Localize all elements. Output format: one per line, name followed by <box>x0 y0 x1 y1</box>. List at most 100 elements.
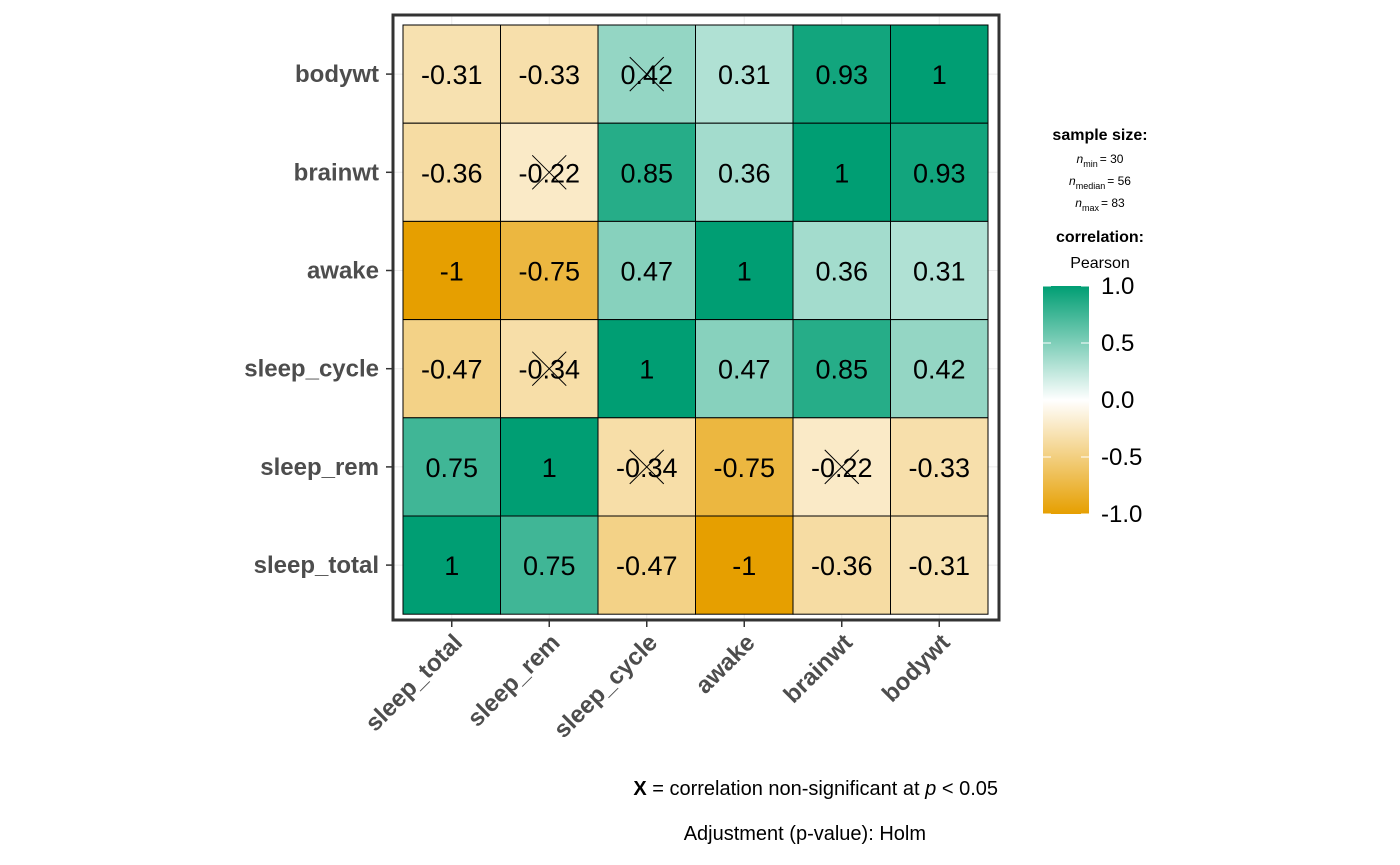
legend: sample size: nmin = 30 nmedian = 56 nmax = … <box>1043 127 1148 528</box>
heatmap-cells <box>402 24 989 615</box>
cell-sleep_total-sleep_rem <box>500 515 599 615</box>
nonsig-mark-sleep_rem-brainwt <box>824 449 860 485</box>
legend-tick-labels: 1.0 0.5 0.0 -0.5 -1.0 <box>1101 273 1142 528</box>
cell-label-bodywt-sleep_cycle: 0.42 <box>620 60 673 90</box>
cell-label-sleep_cycle-awake: 0.47 <box>718 355 771 385</box>
y-label-bodywt: bodywt <box>295 61 379 88</box>
cell-label-awake-brainwt: 0.36 <box>815 257 868 287</box>
legend-tick-label-4: -1.0 <box>1101 501 1142 528</box>
cell-label-sleep_cycle-sleep_total: -0.47 <box>421 355 483 385</box>
nonsignificant-marks <box>531 56 860 485</box>
legend-tick-label-0: 1.0 <box>1101 273 1134 300</box>
nonsig-mark-sleep_cycle-sleep_rem <box>531 351 567 387</box>
cell-label-sleep_cycle-sleep_rem: -0.34 <box>518 355 580 385</box>
cell-awake-brainwt <box>792 220 891 321</box>
x-label-sleep_cycle: sleep_cycle <box>549 629 663 743</box>
x-label-bodywt: bodywt <box>877 629 955 707</box>
cell-label-sleep_total-sleep_rem: 0.75 <box>523 551 576 581</box>
cell-bodywt-sleep_total <box>402 24 501 124</box>
cell-sleep_total-bodywt <box>890 515 989 615</box>
nonsig-mark-brainwt-sleep_rem <box>531 154 567 190</box>
legend-tick-label-2: 0.0 <box>1101 387 1134 414</box>
cell-brainwt-sleep_total <box>402 122 501 222</box>
cell-label-brainwt-awake: 0.36 <box>718 158 771 188</box>
x-label-brainwt: brainwt <box>779 629 858 708</box>
y-label-awake: awake <box>307 258 379 285</box>
cell-brainwt-awake <box>695 122 794 222</box>
cell-label-sleep_cycle-brainwt: 0.85 <box>815 355 868 385</box>
nonsig-mark-sleep_rem-sleep_cycle <box>629 449 665 485</box>
cell-label-sleep_total-sleep_cycle: -0.47 <box>616 551 678 581</box>
cell-sleep_total-brainwt <box>792 515 891 615</box>
cell-label-awake-sleep_rem: -0.75 <box>518 257 580 287</box>
cell-label-bodywt-bodywt: 1 <box>932 60 947 90</box>
cell-label-brainwt-bodywt: 0.93 <box>913 158 966 188</box>
y-label-sleep_total: sleep_total <box>254 552 379 579</box>
x-label-awake: awake <box>690 629 760 699</box>
cell-sleep_rem-awake <box>695 417 794 517</box>
cell-label-sleep_total-bodywt: -0.31 <box>908 551 970 581</box>
cell-label-sleep_rem-sleep_rem: 1 <box>542 453 557 483</box>
cell-brainwt-bodywt <box>890 122 989 222</box>
cell-label-sleep_rem-sleep_cycle: -0.34 <box>616 453 678 483</box>
cell-label-bodywt-sleep_rem: -0.33 <box>518 60 580 90</box>
cell-awake-sleep_rem <box>500 220 599 321</box>
cell-bodywt-awake <box>695 24 794 124</box>
cell-awake-sleep_cycle <box>597 220 696 321</box>
cell-label-brainwt-sleep_cycle: 0.85 <box>620 158 673 188</box>
cell-label-awake-sleep_cycle: 0.47 <box>620 257 673 287</box>
cell-label-bodywt-sleep_total: -0.31 <box>421 60 483 90</box>
caption-adjustment-note: Adjustment (p-value): Holm <box>684 823 926 845</box>
cell-label-awake-awake: 1 <box>737 257 752 287</box>
x-label-sleep_rem: sleep_rem <box>462 629 565 732</box>
cell-label-awake-bodywt: 0.31 <box>913 257 966 287</box>
y-label-brainwt: brainwt <box>294 159 379 186</box>
y-axis-labels: bodywt brainwt awake sleep_cycle sleep_remsl… <box>244 61 379 579</box>
y-label-sleep_cycle: sleep_cycle <box>244 356 379 383</box>
legend-tick-label-1: 0.5 <box>1101 330 1134 357</box>
cell-sleep_rem-bodywt <box>890 417 989 517</box>
x-axis-ticks <box>451 620 940 627</box>
cell-label-brainwt-sleep_rem: -0.22 <box>518 158 580 188</box>
cell-label-sleep_rem-sleep_total: 0.75 <box>425 453 478 483</box>
cell-label-brainwt-sleep_total: -0.36 <box>421 158 483 188</box>
cell-sleep_total-sleep_cycle <box>597 515 696 615</box>
cell-label-sleep_total-brainwt: -0.36 <box>811 551 873 581</box>
cell-value-labels: -0.31 -0.33 0.42 0.31 0.93 1 -0.36 -0.22 0.85 0.3… <box>421 60 970 581</box>
legend-correlation-title: correlation: <box>1056 229 1144 246</box>
cell-label-sleep_total-sleep_total: 1 <box>444 551 459 581</box>
legend-tick-label-3: -0.5 <box>1101 444 1142 471</box>
y-axis-ticks <box>386 73 393 566</box>
caption-significance-note: X = correlation non-significant at p < 0… <box>633 778 998 800</box>
cell-label-sleep_rem-awake: -0.75 <box>713 453 775 483</box>
cell-label-brainwt-brainwt: 1 <box>834 158 849 188</box>
cell-label-sleep_total-awake: -1 <box>732 551 756 581</box>
cell-label-sleep_cycle-bodywt: 0.42 <box>913 355 966 385</box>
cell-label-sleep_rem-bodywt: -0.33 <box>908 453 970 483</box>
cell-brainwt-brainwt <box>792 122 891 222</box>
cell-bodywt-bodywt <box>890 24 989 124</box>
cell-label-awake-sleep_total: -1 <box>440 257 464 287</box>
cell-sleep_rem-sleep_rem <box>500 417 599 517</box>
cell-label-bodywt-brainwt: 0.93 <box>815 60 868 90</box>
cell-awake-bodywt <box>890 220 989 321</box>
cell-brainwt-sleep_cycle <box>597 122 696 222</box>
cell-label-sleep_rem-brainwt: -0.22 <box>811 453 873 483</box>
legend-sample-size-title: sample size: <box>1052 127 1147 144</box>
y-label-sleep_rem: sleep_rem <box>260 454 379 481</box>
legend-method: Pearson <box>1070 255 1130 272</box>
legend-colorbar-ticks <box>1043 285 1089 515</box>
legend-n-min: nmin = 30 <box>1077 152 1124 169</box>
cell-sleep_cycle-bodywt <box>890 319 989 419</box>
x-label-sleep_total: sleep_total <box>360 629 468 737</box>
nonsig-mark-bodywt-sleep_cycle <box>629 56 665 92</box>
cell-label-sleep_cycle-sleep_cycle: 1 <box>639 355 654 385</box>
cell-sleep_cycle-brainwt <box>792 319 891 419</box>
plot-panel-border <box>391 13 1001 622</box>
cell-awake-sleep_total <box>402 220 501 321</box>
cell-sleep_cycle-sleep_cycle <box>597 319 696 419</box>
legend-n-max: nmax = 83 <box>1075 196 1125 213</box>
cell-label-bodywt-awake: 0.31 <box>718 60 771 90</box>
